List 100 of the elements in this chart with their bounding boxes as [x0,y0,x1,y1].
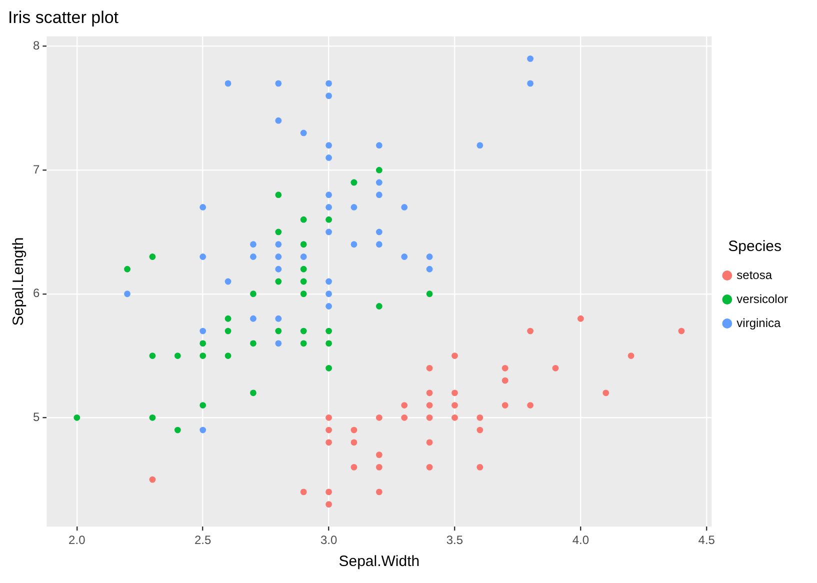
point [527,55,534,62]
point [577,315,584,322]
point [401,254,408,260]
point [275,192,282,198]
point [326,501,332,508]
x-axis-title: Sepal.Width [338,553,420,570]
point [376,241,382,248]
point [476,414,484,421]
point [224,315,232,322]
point [426,439,433,446]
point [426,266,433,272]
point [300,254,307,260]
point [401,402,408,408]
point [527,402,534,408]
point [426,414,433,421]
x-tick-label: 3.0 [320,533,338,548]
point [326,80,332,87]
point [326,328,332,334]
legend-label: setosa [736,268,772,282]
point [502,377,508,384]
point [300,130,307,136]
point [376,179,382,186]
point [124,290,130,298]
point [300,241,307,248]
x-tick-label: 3.5 [446,533,464,548]
point [602,390,610,396]
point [350,464,358,470]
point [326,142,332,149]
point [527,328,534,334]
point [426,464,433,470]
point [426,402,433,408]
point [376,166,382,174]
y-tick-label: 6 [32,286,40,300]
point [401,204,408,210]
point [452,390,458,396]
point [326,278,332,285]
point [275,254,282,260]
point [376,464,382,470]
point [376,142,382,149]
point [275,315,282,322]
point [174,352,181,359]
point [200,204,206,210]
y-tick-label: 5 [32,410,40,424]
point [74,414,80,421]
point [350,204,358,210]
point [200,340,206,347]
point [326,216,332,223]
point [326,488,332,496]
point [300,278,307,285]
point [426,390,433,396]
point [149,254,156,260]
point [452,414,458,421]
point [300,340,307,347]
point [452,352,458,359]
point [326,439,332,446]
point [200,402,206,408]
point [250,254,256,260]
point [401,414,408,421]
point [376,488,382,496]
point [250,315,256,322]
point [552,364,559,372]
point [300,328,307,334]
point [300,290,307,298]
point [502,402,508,408]
point [300,266,307,272]
point [200,352,206,359]
point [326,228,332,236]
point [149,352,156,359]
point [275,340,282,347]
x-tick-label: 2.5 [194,533,212,548]
x-tick-label: 4.0 [572,533,590,548]
point [376,192,382,198]
point [452,402,458,408]
point [476,142,484,149]
point [350,241,358,248]
point [426,254,433,260]
point [628,352,634,359]
x-tick-label: 4.5 [698,533,716,548]
chart-title: Iris scatter plot [8,8,119,27]
point [200,426,206,434]
y-axis-title: Sepal.Length [10,237,28,326]
point [476,426,484,434]
y-tick-label: 7 [32,162,40,176]
point [300,488,307,496]
point [149,476,156,483]
point [350,426,358,434]
point [300,216,307,223]
point [275,328,282,334]
point [275,241,282,248]
point [174,426,181,434]
point [502,364,508,372]
point [250,290,256,298]
point [326,364,332,372]
point [275,117,282,124]
point [326,92,332,100]
point [200,254,206,260]
point [326,426,332,434]
point [326,340,332,347]
point [224,328,232,334]
point [476,464,484,470]
